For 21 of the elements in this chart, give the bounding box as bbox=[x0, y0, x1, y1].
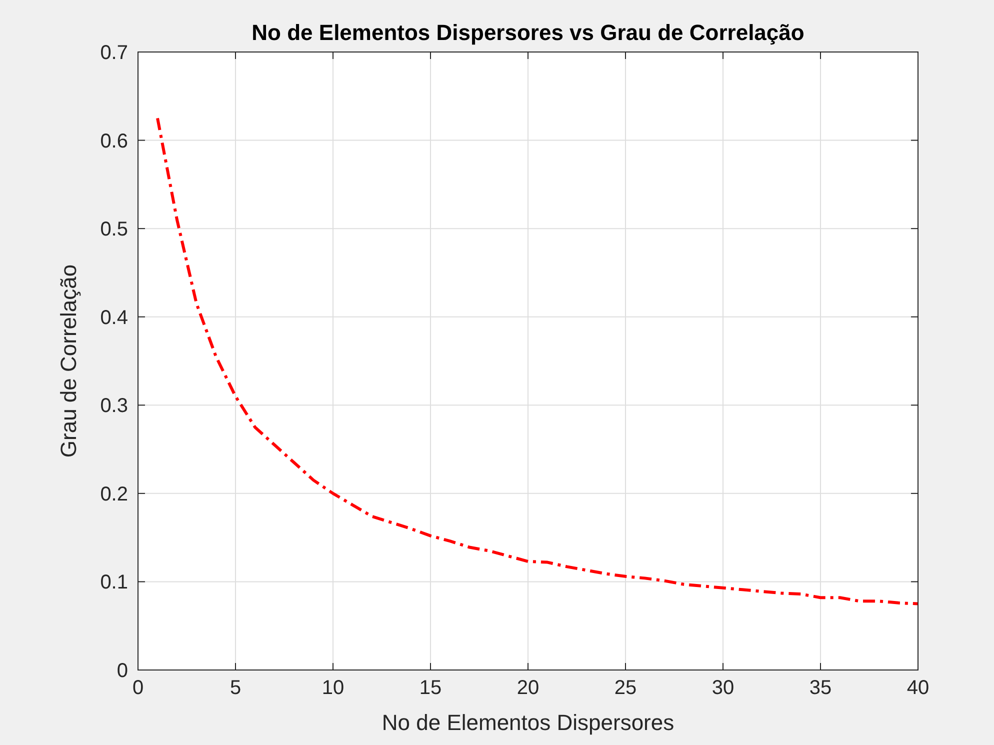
x-tick-label: 5 bbox=[230, 677, 242, 699]
chart-title: No de Elementos Dispersores vs Grau de Correlação bbox=[252, 20, 804, 45]
y-tick-label: 0.1 bbox=[100, 572, 128, 594]
x-tick-label: 40 bbox=[906, 677, 930, 699]
x-tick-label: 35 bbox=[809, 677, 832, 699]
x-tick-label: 25 bbox=[614, 677, 637, 699]
x-tick-label: 30 bbox=[712, 677, 734, 699]
y-tick-label: 0.5 bbox=[100, 218, 128, 241]
y-tick-label: 0.7 bbox=[100, 42, 128, 64]
x-tick-label: 15 bbox=[419, 677, 442, 699]
y-tick-label: 0.3 bbox=[100, 395, 128, 418]
y-axis-title: Grau de Correlação bbox=[56, 264, 81, 458]
x-tick-label: 10 bbox=[322, 677, 344, 699]
y-tick-label: 0.4 bbox=[100, 306, 128, 329]
line-series bbox=[156, 116, 920, 606]
x-tick-label: 20 bbox=[516, 677, 540, 699]
y-tick-label: 0 bbox=[116, 660, 128, 682]
x-axis-title: No de Elementos Dispersores bbox=[382, 710, 674, 735]
x-tick-label: 0 bbox=[132, 677, 144, 699]
y-tick-label: 0.6 bbox=[100, 130, 128, 152]
y-tick-label: 0.2 bbox=[100, 483, 128, 506]
